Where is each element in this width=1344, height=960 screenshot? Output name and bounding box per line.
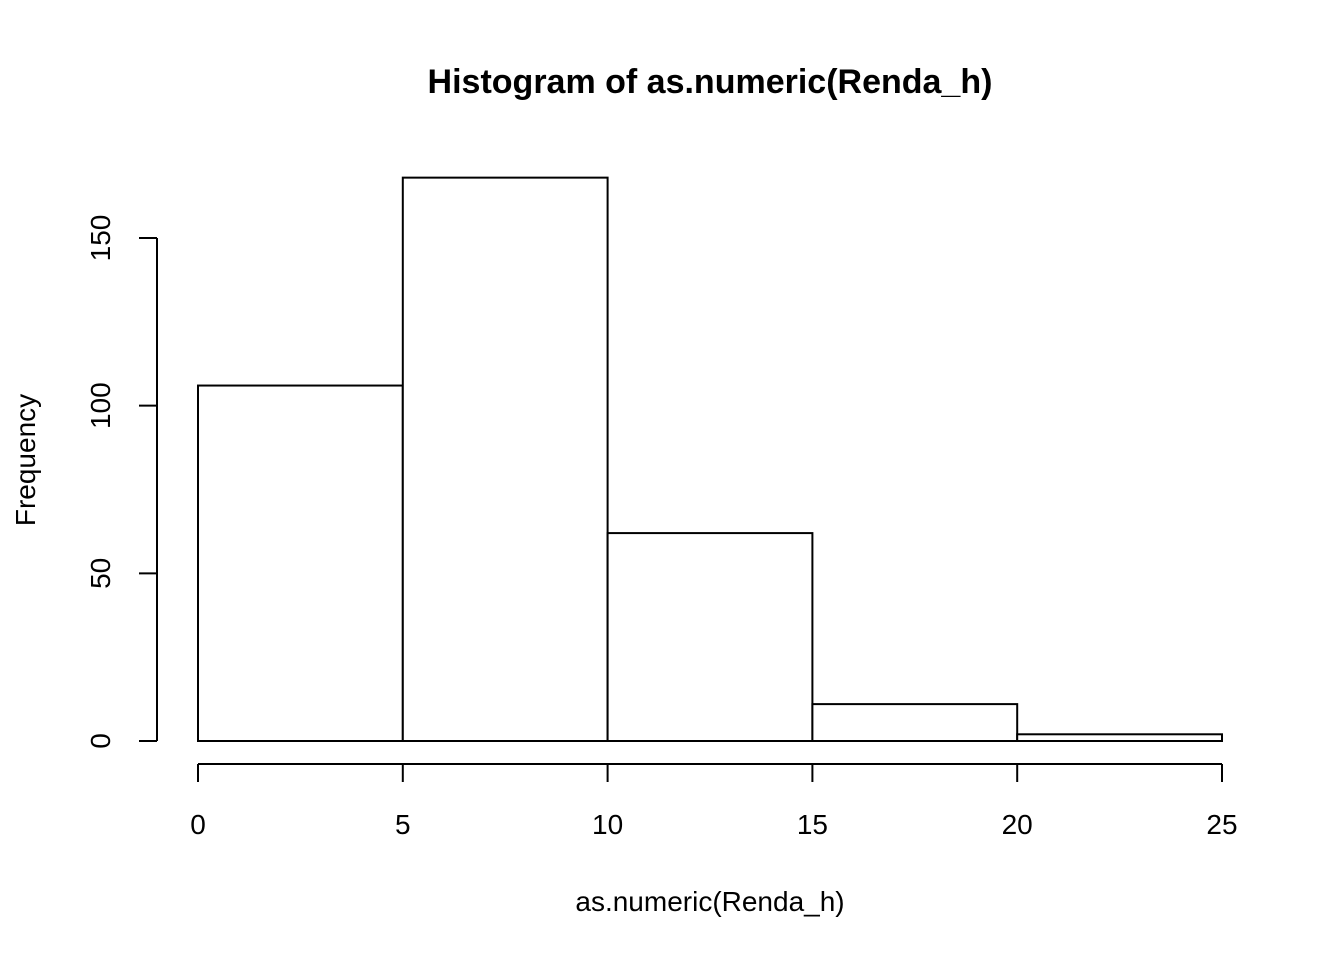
x-axis: 0 5 10 15 20 25 <box>190 763 1238 840</box>
y-tick-label: 50 <box>85 558 116 589</box>
y-axis-label: Frequency <box>10 394 41 526</box>
histogram-bar-15-20 <box>811 703 1019 743</box>
y-tick-label: 150 <box>85 215 116 262</box>
x-tick-label: 15 <box>797 809 828 840</box>
y-axis: 0 50 100 150 <box>85 215 158 749</box>
x-axis-label: as.numeric(Renda_h) <box>575 886 844 917</box>
histogram-bar-20-25 <box>1016 733 1224 743</box>
y-tick-label: 0 <box>85 733 116 749</box>
chart-title: Histogram of as.numeric(Renda_h) <box>428 63 993 101</box>
x-tick-label: 20 <box>1002 809 1033 840</box>
bars-group <box>197 176 1224 743</box>
x-tick-label: 10 <box>592 809 623 840</box>
histogram-bar-5-10 <box>401 176 609 742</box>
histogram-bar-10-15 <box>606 532 814 742</box>
x-tick-label: 0 <box>190 809 206 840</box>
x-tick-label: 5 <box>395 809 411 840</box>
histogram-bar-0-5 <box>197 384 404 742</box>
x-tick-label: 25 <box>1206 809 1237 840</box>
y-tick-label: 100 <box>85 382 116 429</box>
